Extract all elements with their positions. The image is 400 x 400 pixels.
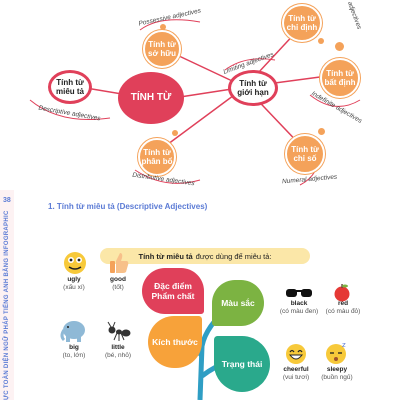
word-little: little (bé, nhỏ) bbox=[100, 344, 136, 360]
ant-icon bbox=[107, 321, 131, 341]
word-ugly-meaning: (xấu xí) bbox=[63, 283, 85, 291]
category-size-label: Kích thước bbox=[152, 336, 198, 347]
word-little-meaning: (bé, nhỏ) bbox=[104, 351, 132, 359]
demonstrative-label: Tính từ chỉ định bbox=[286, 13, 318, 32]
thumbs-up-icon bbox=[110, 253, 129, 273]
word-big-meaning: (to, lớn) bbox=[62, 351, 86, 359]
word-black-text: black bbox=[290, 300, 308, 307]
word-cheerful-meaning: (vui tươi) bbox=[282, 373, 310, 381]
word-red: red (có màu đỏ) bbox=[322, 300, 364, 316]
cheerful-face-icon bbox=[286, 344, 306, 364]
decorative-dot bbox=[318, 128, 325, 135]
indefinite-label: Tính từ bất định bbox=[324, 68, 356, 87]
definition-banner: Tính từ miêu tả được dùng để miêu tả: bbox=[100, 248, 310, 264]
word-cheerful: cheerful (vui tươi) bbox=[275, 366, 317, 382]
word-good-meaning: (tốt) bbox=[112, 283, 124, 291]
svg-text:z: z bbox=[342, 341, 346, 349]
word-red-text: red bbox=[337, 300, 349, 307]
numeral-node: Tính từ chỉ số bbox=[285, 134, 325, 174]
word-big: big (to, lớn) bbox=[56, 344, 92, 360]
ugly-face-icon bbox=[64, 252, 86, 274]
possessive-node: Tính từ sở hữu bbox=[143, 30, 181, 68]
numeral-label: Tính từ chỉ số bbox=[291, 144, 319, 163]
category-size: Kích thước bbox=[148, 316, 202, 368]
category-state: Trạng thái bbox=[214, 336, 270, 392]
word-big-text: big bbox=[69, 344, 79, 351]
descriptive-label: Tính từ miêu tả bbox=[55, 77, 84, 96]
page-number: 38 bbox=[3, 197, 11, 204]
sidebar-book-title: ỰC TOÀN DIỆN NGỮ PHÁP TIẾNG ANH BẰNG INF… bbox=[4, 210, 10, 400]
apple-icon bbox=[334, 284, 350, 302]
word-sleepy-text: sleepy bbox=[326, 366, 348, 373]
decorative-dot bbox=[335, 42, 344, 51]
decorative-dot bbox=[318, 38, 324, 44]
word-good-text: good bbox=[110, 276, 126, 283]
word-ugly-text: ugly bbox=[67, 276, 81, 283]
section-title: 1. Tính từ miêu tả (Descriptive Adjectiv… bbox=[48, 202, 208, 211]
word-little-text: little bbox=[111, 344, 125, 351]
definition-text: được dùng để miêu tả: bbox=[195, 251, 272, 261]
word-ugly: ugly (xấu xí) bbox=[56, 276, 92, 292]
category-state-label: Trạng thái bbox=[221, 358, 263, 369]
word-black: black (có màu đen) bbox=[278, 300, 320, 316]
distributive-node: Tính từ phân bổ bbox=[138, 138, 176, 176]
indefinite-node: Tính từ bất định bbox=[320, 58, 360, 98]
category-quality: Đặc điểm Phẩm chất bbox=[142, 268, 204, 314]
word-cheerful-text: cheerful bbox=[283, 366, 309, 373]
descriptive-node: Tính từ miêu tả bbox=[48, 70, 92, 104]
category-color-label: Màu sắc bbox=[221, 297, 255, 308]
demonstrative-node: Tính từ chỉ định bbox=[282, 4, 322, 42]
word-good: good (tốt) bbox=[100, 276, 136, 292]
elephant-icon bbox=[60, 321, 85, 342]
word-sleepy: sleepy (buồn ngủ) bbox=[316, 366, 358, 382]
sunglasses-icon bbox=[286, 289, 312, 297]
word-black-meaning: (có màu đen) bbox=[279, 307, 319, 315]
center-label: TÍNH TỪ bbox=[130, 92, 172, 104]
center-node: TÍNH TỪ bbox=[118, 72, 184, 124]
category-color: Màu sắc bbox=[212, 280, 264, 326]
category-quality-label: Đặc điểm Phẩm chất bbox=[151, 280, 195, 301]
limiting-label: Tính từ giới hạn bbox=[237, 78, 269, 97]
limiting-node: Tính từ giới hạn bbox=[228, 70, 278, 106]
definition-term: Tính từ miêu tả bbox=[138, 251, 193, 261]
word-red-meaning: (có màu đỏ) bbox=[325, 307, 361, 315]
decorative-dot bbox=[160, 24, 166, 30]
possessive-label: Tính từ sở hữu bbox=[148, 39, 176, 58]
word-sleepy-meaning: (buồn ngủ) bbox=[321, 373, 353, 381]
decorative-dot bbox=[172, 130, 178, 136]
page-sidebar bbox=[0, 190, 14, 400]
sleepy-face-icon: z bbox=[326, 341, 346, 364]
distributive-label: Tính từ phân bổ bbox=[141, 147, 173, 166]
